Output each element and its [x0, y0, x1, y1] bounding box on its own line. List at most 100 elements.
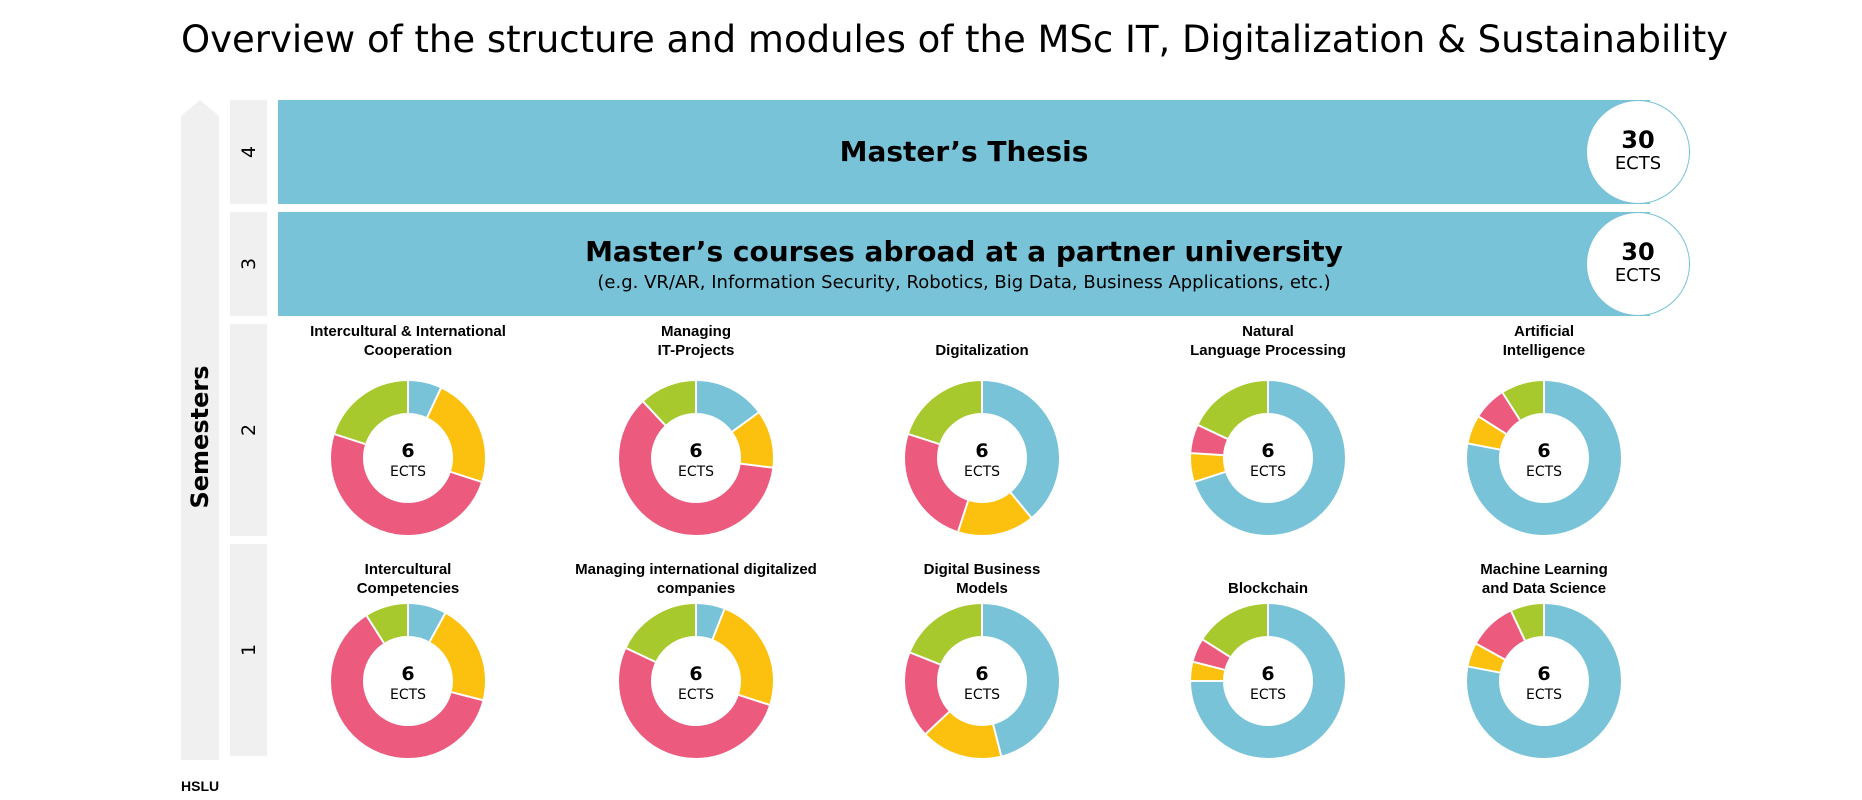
ects-value: 6 — [1537, 663, 1550, 685]
donut-segment-pink — [619, 381, 773, 535]
semester-box-2: 2 — [230, 324, 267, 536]
donut-separator — [1009, 492, 1032, 518]
hslu-logo: HSLU — [181, 778, 220, 794]
donut-chart: 6 ECTS — [1191, 604, 1345, 758]
donut-chart: 6 ECTS — [619, 604, 773, 758]
module-title: Machine Learning and Data Science — [1480, 561, 1608, 597]
donut-segment-yellow — [619, 381, 773, 535]
module-card: Blockchain 6 ECTS — [1133, 0, 1403, 800]
semester-box-4: 4 — [230, 100, 267, 204]
ects-value: 6 — [401, 440, 414, 462]
ects-unit: ECTS — [964, 464, 1000, 480]
abroad-ects-unit: ECTS — [1614, 265, 1662, 286]
donut-separator — [365, 615, 385, 644]
ects-value: 6 — [975, 663, 988, 685]
donut-separator — [1468, 665, 1500, 674]
module-title: Artificial Intelligence — [1502, 323, 1586, 359]
donut-segment-yellow — [905, 381, 1059, 535]
module-card: Machine Learning and Data Science 6 ECTS — [1409, 0, 1679, 800]
module-card: Intercultural & International Cooperatio… — [273, 0, 543, 800]
module-card: Managing international digitalized compa… — [561, 0, 831, 800]
thesis-ects-badge: 30 ECTS — [1586, 100, 1690, 204]
ects-value: 6 — [401, 663, 414, 685]
donut-separator — [1476, 643, 1506, 661]
donut-separator — [1194, 470, 1226, 483]
donut-separator — [1510, 610, 1526, 641]
donut-segment-pink — [331, 604, 485, 758]
donut-separator — [908, 433, 940, 446]
ects-value: 6 — [689, 440, 702, 462]
thesis-ects-unit: ECTS — [1614, 153, 1662, 174]
ects-value: 6 — [1261, 663, 1274, 685]
module-card: Artificial Intelligence 6 ECTS — [1409, 0, 1679, 800]
ects-unit: ECTS — [1250, 687, 1286, 703]
donut-chart: 6 ECTS — [1467, 604, 1621, 758]
module-title: Intercultural & International Cooperatio… — [310, 323, 506, 359]
donut-chart: 6 ECTS — [1467, 381, 1621, 535]
page-title: Overview of the structure and modules of… — [181, 18, 1729, 61]
abroad-title: Master’s courses abroad at a partner uni… — [585, 235, 1343, 268]
donut-chart: 6 ECTS — [1191, 381, 1345, 535]
donut-segment-pink — [905, 381, 1059, 535]
semester-box-3: 3 — [230, 212, 267, 316]
donut-separator — [450, 470, 482, 483]
donut-segment-pink — [331, 381, 485, 535]
donut-segment-yellow — [331, 381, 485, 535]
module-title: Intercultural Competencies — [356, 561, 460, 597]
donut-separator — [426, 387, 442, 418]
thesis-title: Master’s Thesis — [839, 135, 1089, 168]
ects-unit: ECTS — [1526, 687, 1562, 703]
donut-separator — [992, 724, 1003, 756]
donut-chart: 6 ECTS — [619, 381, 773, 535]
donut-segment-yellow — [905, 604, 1059, 758]
module-title: Digitalization — [935, 342, 1029, 359]
module-title: Managing international digitalized compa… — [575, 561, 817, 597]
donut-separator — [451, 691, 483, 702]
ects-unit: ECTS — [678, 687, 714, 703]
ects-unit: ECTS — [390, 464, 426, 480]
ects-unit: ECTS — [964, 687, 1000, 703]
donut-separator — [1468, 442, 1500, 451]
donut-separator — [738, 693, 770, 706]
donut-separator — [625, 647, 656, 663]
donut-separator — [731, 411, 759, 433]
ects-value: 6 — [975, 440, 988, 462]
abroad-band: Master’s courses abroad at a partner uni… — [278, 212, 1650, 316]
module-card: Digital Business Models 6 ECTS — [847, 0, 1117, 800]
donut-segment-pink — [905, 604, 1059, 758]
ects-value: 6 — [1261, 440, 1274, 462]
donut-chart: 6 ECTS — [331, 381, 485, 535]
abroad-ects-value: 30 — [1621, 238, 1655, 266]
module-card: Intercultural Competencies 6 ECTS — [273, 0, 543, 800]
ects-unit: ECTS — [390, 687, 426, 703]
module-card: Managing IT-Projects 6 ECTS — [561, 0, 831, 800]
donut-segment-pink — [619, 604, 773, 758]
donut-separator — [1501, 392, 1521, 421]
semester-axis-arrow — [181, 100, 219, 760]
donut-separator — [1193, 660, 1225, 671]
donut-separator — [925, 711, 950, 735]
donut-segment-yellow — [1191, 381, 1345, 535]
donut-chart: 6 ECTS — [331, 604, 485, 758]
donut-separator — [428, 613, 446, 643]
donut-chart: 6 ECTS — [905, 604, 1059, 758]
donut-separator — [711, 609, 726, 640]
thesis-band: Master’s Thesis — [278, 100, 1650, 204]
donut-chart: 6 ECTS — [905, 381, 1059, 535]
ects-value: 6 — [1537, 440, 1550, 462]
donut-separator — [642, 401, 666, 426]
module-title: Managing IT-Projects — [657, 323, 735, 359]
module-title: Natural Language Processing — [1190, 323, 1346, 359]
ects-unit: ECTS — [1526, 464, 1562, 480]
donut-separator — [1478, 415, 1507, 435]
module-card: Natural Language Processing 6 ECTS — [1133, 0, 1403, 800]
donut-separator — [1197, 424, 1228, 440]
module-card: Digitalization 6 ECTS — [847, 0, 1117, 800]
abroad-ects-badge: 30 ECTS — [1586, 212, 1690, 316]
module-title: Digital Business Models — [923, 561, 1041, 597]
thesis-ects-value: 30 — [1621, 126, 1655, 154]
donut-separator — [1191, 452, 1224, 457]
donut-segment-yellow — [331, 604, 485, 758]
semester-box-1: 1 — [230, 544, 267, 756]
